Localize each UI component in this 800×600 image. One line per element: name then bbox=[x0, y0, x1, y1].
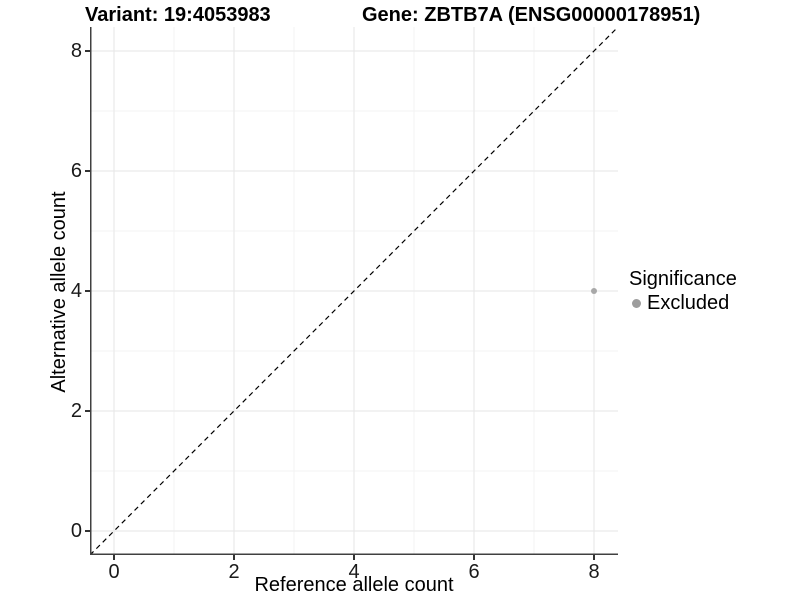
legend-item-excluded: Excluded bbox=[632, 291, 737, 316]
x-tick-mark bbox=[113, 555, 115, 560]
x-tick-label: 4 bbox=[348, 561, 360, 583]
plot-panel bbox=[90, 27, 618, 555]
x-tick-mark bbox=[353, 555, 355, 560]
y-tick-label: 0 bbox=[70, 520, 82, 542]
y-tick-mark bbox=[85, 170, 90, 172]
y-tick-mark bbox=[85, 410, 90, 412]
y-tick-label: 6 bbox=[70, 160, 82, 182]
x-tick-mark bbox=[233, 555, 235, 560]
x-tick-mark bbox=[473, 555, 475, 560]
y-tick-mark bbox=[85, 530, 90, 532]
x-axis-title: Reference allele count bbox=[254, 574, 454, 596]
identity-line bbox=[90, 27, 618, 555]
legend-key-dot bbox=[632, 299, 641, 308]
data-point bbox=[591, 288, 597, 294]
y-tick-mark bbox=[85, 290, 90, 292]
legend-title: Significance bbox=[629, 268, 737, 290]
legend-item-label: Excluded bbox=[647, 292, 730, 314]
y-tick-label: 2 bbox=[70, 400, 82, 422]
y-tick-label: 8 bbox=[70, 40, 82, 62]
y-tick-label: 4 bbox=[70, 280, 82, 302]
x-tick-label: 8 bbox=[588, 561, 600, 583]
x-tick-label: 0 bbox=[108, 561, 120, 583]
x-tick-label: 2 bbox=[228, 561, 240, 583]
legend: Significance Excluded bbox=[629, 268, 737, 316]
plot-title-variant: Variant: 19:4053983 bbox=[85, 4, 271, 26]
plot-title-gene: Gene: ZBTB7A (ENSG00000178951) bbox=[362, 4, 701, 26]
plot-area bbox=[90, 27, 618, 555]
y-tick-mark bbox=[85, 50, 90, 52]
x-tick-label: 6 bbox=[468, 561, 480, 583]
x-tick-mark bbox=[593, 555, 595, 560]
